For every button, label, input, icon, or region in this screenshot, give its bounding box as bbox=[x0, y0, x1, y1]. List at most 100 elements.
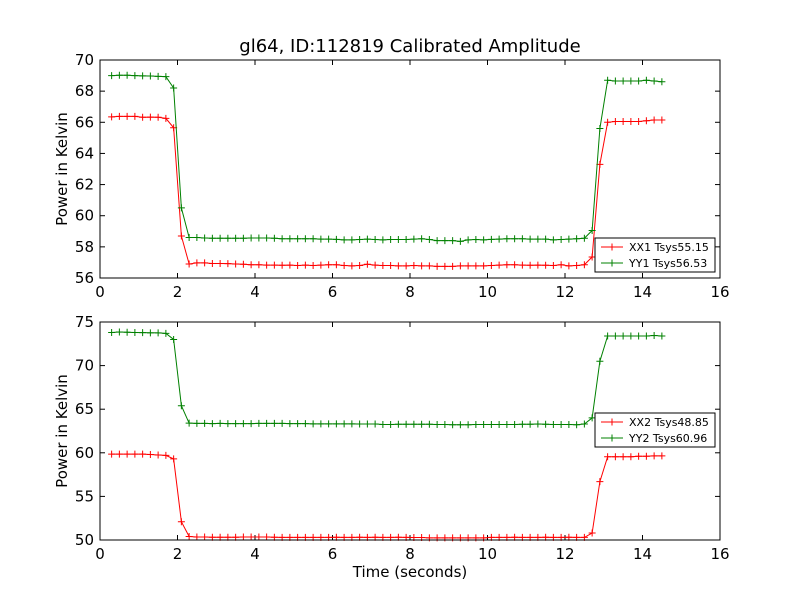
data-point bbox=[425, 236, 433, 244]
data-point bbox=[410, 235, 418, 243]
x-tick-label: 12 bbox=[555, 545, 574, 563]
data-point bbox=[658, 452, 666, 460]
data-point bbox=[418, 235, 426, 243]
data-point bbox=[371, 236, 379, 244]
data-point bbox=[224, 420, 232, 428]
data-point bbox=[596, 357, 604, 365]
data-point bbox=[356, 262, 364, 270]
data-point bbox=[387, 262, 395, 270]
y-tick-label: 64 bbox=[75, 144, 94, 162]
data-point bbox=[208, 234, 216, 242]
data-point bbox=[549, 420, 557, 428]
legend-marker bbox=[608, 418, 616, 426]
x-tick-label: 16 bbox=[710, 283, 729, 301]
data-point bbox=[177, 232, 185, 240]
data-point bbox=[239, 260, 247, 268]
data-point bbox=[131, 112, 139, 120]
data-point bbox=[247, 234, 255, 242]
data-point bbox=[348, 262, 356, 270]
data-point bbox=[131, 450, 139, 458]
data-point bbox=[387, 236, 395, 244]
data-point bbox=[363, 420, 371, 428]
y-axis-label: Power in Kelvin bbox=[53, 112, 71, 226]
y-axis-label: Power in Kelvin bbox=[53, 374, 71, 488]
data-point bbox=[154, 329, 162, 337]
data-point bbox=[146, 451, 154, 459]
data-point bbox=[348, 236, 356, 244]
data-point bbox=[317, 235, 325, 243]
data-point bbox=[309, 420, 317, 428]
data-point bbox=[650, 332, 658, 340]
data-point bbox=[356, 420, 364, 428]
data-point bbox=[588, 227, 596, 235]
data-point bbox=[526, 420, 534, 428]
data-point bbox=[658, 78, 666, 86]
data-point bbox=[232, 420, 240, 428]
data-point bbox=[162, 114, 170, 122]
data-point bbox=[224, 260, 232, 268]
data-point bbox=[286, 420, 294, 428]
chart-title: gl64, ID:112819 Calibrated Amplitude bbox=[239, 36, 580, 57]
data-point bbox=[573, 235, 581, 243]
data-point bbox=[402, 420, 410, 428]
data-point bbox=[526, 261, 534, 269]
x-tick-label: 0 bbox=[95, 283, 105, 301]
legend-box bbox=[594, 412, 716, 448]
data-point bbox=[518, 261, 526, 269]
data-point bbox=[309, 235, 317, 243]
data-point bbox=[495, 261, 503, 269]
data-point bbox=[208, 260, 216, 268]
data-point bbox=[340, 420, 348, 428]
data-point bbox=[611, 453, 619, 461]
data-point bbox=[162, 451, 170, 459]
plot-frame bbox=[99, 59, 721, 279]
y-tick-label: 65 bbox=[75, 400, 94, 418]
data-point bbox=[650, 116, 658, 124]
data-point bbox=[456, 237, 464, 245]
data-point bbox=[487, 262, 495, 270]
y-tick-label: 60 bbox=[75, 444, 94, 462]
data-point bbox=[115, 450, 123, 458]
data-point bbox=[108, 72, 116, 80]
data-point bbox=[356, 236, 364, 244]
data-point bbox=[177, 204, 185, 212]
legend-label: XX2 Tsys48.85 bbox=[629, 416, 709, 429]
data-point bbox=[480, 236, 488, 244]
data-point bbox=[216, 234, 224, 242]
data-point bbox=[549, 262, 557, 270]
data-point bbox=[642, 76, 650, 84]
data-point bbox=[371, 420, 379, 428]
data-point bbox=[580, 420, 588, 428]
legend-label: YY2 Tsys60.96 bbox=[628, 432, 707, 445]
data-point bbox=[642, 332, 650, 340]
data-point bbox=[123, 71, 131, 79]
data-point bbox=[255, 261, 263, 269]
data-point bbox=[472, 236, 480, 244]
data-point bbox=[611, 332, 619, 340]
data-point bbox=[635, 332, 643, 340]
data-point bbox=[487, 420, 495, 428]
data-point bbox=[394, 262, 402, 270]
data-point bbox=[239, 234, 247, 242]
y-tick-label: 60 bbox=[75, 207, 94, 225]
data-point bbox=[108, 450, 116, 458]
data-point bbox=[278, 419, 286, 427]
data-point bbox=[193, 533, 201, 541]
data-point bbox=[115, 112, 123, 120]
data-point bbox=[658, 116, 666, 124]
data-point bbox=[201, 234, 209, 242]
x-tick-label: 0 bbox=[95, 545, 105, 563]
data-point bbox=[604, 453, 612, 461]
data-point bbox=[441, 237, 449, 245]
legend-marker bbox=[608, 434, 616, 442]
data-point bbox=[340, 236, 348, 244]
x-tick-label: 8 bbox=[405, 283, 415, 301]
data-point bbox=[294, 420, 302, 428]
data-point bbox=[518, 235, 526, 243]
data-point bbox=[441, 262, 449, 270]
data-point bbox=[387, 420, 395, 428]
y-tick-label: 55 bbox=[75, 487, 94, 505]
data-point bbox=[456, 421, 464, 429]
legend-label: YY1 Tsys56.53 bbox=[628, 257, 707, 270]
data-point bbox=[526, 235, 534, 243]
